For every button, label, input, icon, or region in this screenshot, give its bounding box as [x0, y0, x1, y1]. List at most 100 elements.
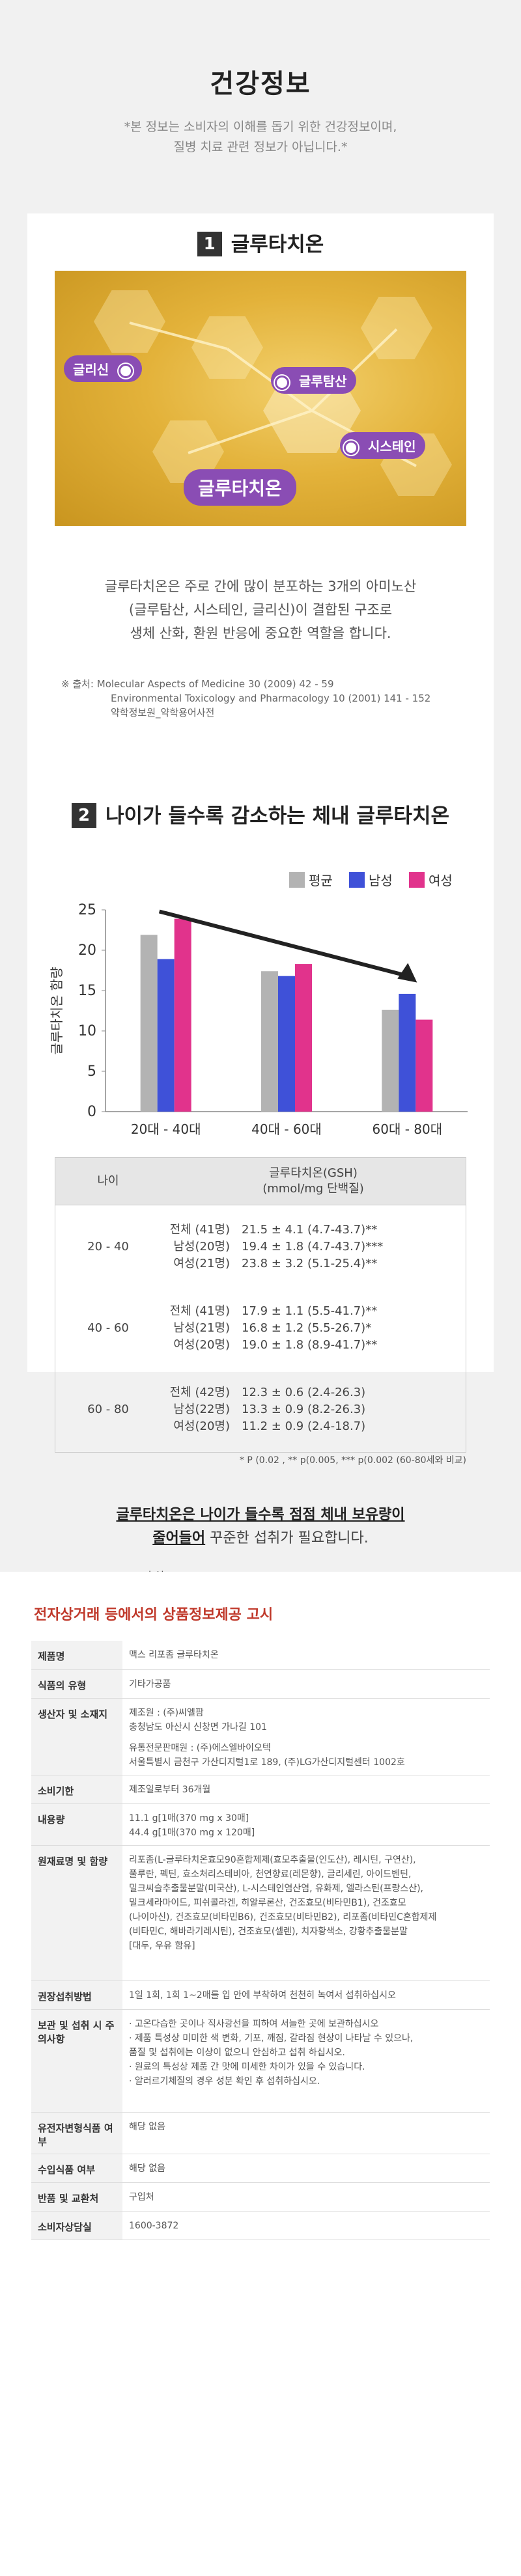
trend-arrow-head — [397, 963, 417, 983]
info-value-line: 44.4 g[1매(370 mg x 120매] — [129, 1827, 255, 1838]
value-line: 여성(21명) 23.8 ± 3.2 (5.1-25.4)** — [173, 1256, 378, 1270]
info-value: 제조일로부터 36개월 — [122, 1775, 490, 1804]
bar — [382, 1009, 399, 1112]
info-key: 생산자 및 소재지 — [31, 1698, 122, 1775]
y-tick-label: 0 — [87, 1104, 96, 1120]
table-row: 수입식품 여부 해당 없음 — [31, 2154, 490, 2183]
info-value-line: (비타민C, 해바라기레시틴), 건조효모(셀렌), 치자황색소, 강황추출물분… — [129, 1926, 408, 1937]
col-age-header: 나이 — [55, 1157, 161, 1205]
dot-icon — [275, 375, 289, 390]
value-line: 남성(20명) 19.4 ± 1.8 (4.7-43.7)*** — [173, 1239, 384, 1254]
info-value-line: 제조원 : (주)씨엘팜 — [129, 1707, 204, 1718]
tag-glycine: 글리신 — [64, 355, 143, 382]
info-value-line: 밀크세라마이드, 피쉬콜라겐, 히알루론산, 건조효모(비타민B1), 건조효모 — [129, 1897, 406, 1908]
info-value-line: 품질 및 섭취에는 이상이 없으니 안심하고 섭취 하십시오. — [129, 2047, 345, 2058]
info-value-line: 유통전문판매원 : (주)에스엘바이오텍 — [129, 1742, 271, 1753]
info-value: 해당 없음 — [122, 2154, 490, 2183]
col-gsh-header: 글루타치온(GSH) (mmol/mg 단백질) — [161, 1157, 466, 1205]
section-number: 1 — [197, 231, 222, 256]
info-key: 보관 및 섭취 시 주의사항 — [31, 2009, 122, 2113]
info-value-line: 밀크씨슬추출물분말(미국산), L-시스테인염산염, 유화제, 엘라스틴(프랑스… — [129, 1883, 424, 1894]
info-value: 기타가공품 — [122, 1669, 490, 1699]
info-value-line: [대두, 우유 함유] — [129, 1940, 195, 1951]
x-tick-label: 40대 - 60대 — [251, 1121, 322, 1137]
trend-arrow-line — [158, 909, 409, 978]
product-info-title: 전자상거래 등에서의 상품정보제공 고시 — [34, 1607, 274, 1623]
info-value-line: 리포좀(L-글루타치온효모90혼합제제(효모추출물(인도산), 레시틴, 구연산… — [129, 1854, 416, 1865]
value-line: 여성(20명) 19.0 ± 1.8 (8.9-41.7)** — [173, 1337, 378, 1352]
y-tick-label: 15 — [78, 983, 96, 999]
info-value-line: 1600-3872 — [129, 2220, 179, 2231]
table-header-row: 나이 글루타치온(GSH) (mmol/mg 단백질) — [55, 1157, 466, 1205]
source-line: Environmental Toxicology and Pharmacolog… — [111, 692, 431, 704]
bar — [278, 976, 295, 1112]
glutathione-molecule-image: 글리신 글루탐산 시스테인 글루타치온 — [55, 271, 466, 526]
info-value-line: 제조일로부터 36개월 — [129, 1784, 211, 1795]
legend-label: 평균 — [309, 873, 333, 888]
section-1-source: ※ 출처: Molecular Aspects of Medicine 30 (… — [61, 677, 430, 720]
col-gsh-line: (mmol/mg 단백질) — [262, 1182, 364, 1196]
source-line: ※ 출처: Molecular Aspects of Medicine 30 (… — [61, 678, 334, 690]
info-value-line: · 제품 특성상 미미한 색 변화, 기포, 깨짐, 갈라짐 현상이 나타날 수… — [129, 2033, 414, 2044]
bar — [415, 1019, 433, 1112]
table-row: 유전자변형식품 여부 해당 없음 — [31, 2112, 490, 2154]
info-value: 1일 1회, 1회 1~2매를 입 안에 부착하여 천천히 녹여서 섭취하십시오 — [122, 1980, 490, 2010]
tag-glutamic-acid: 글루탐산 — [271, 367, 356, 394]
info-key: 식품의 유형 — [31, 1669, 122, 1699]
section-number: 2 — [71, 802, 96, 828]
dot-icon — [119, 363, 134, 378]
table-row: 식품의 유형 기타가공품 — [31, 1669, 490, 1699]
section-1-heading: 1 글루타치온 — [27, 228, 494, 258]
y-tick-label: 25 — [78, 902, 96, 918]
value-line: 전체 (42명) 12.3 ± 0.6 (2.4-26.3) — [169, 1386, 366, 1400]
glutathione-description: 글루타치온은 주로 간에 많이 분포하는 3개의 아미노산 (글루탐산, 시스테… — [27, 575, 494, 645]
bar — [399, 993, 416, 1112]
disclaimer-line: *본 정보는 소비자의 이해를 돕기 위한 건강정보이며, — [124, 120, 397, 134]
values-cell: 전체 (41명) 17.9 ± 1.1 (5.5-41.7)** 남성(21명) 1… — [161, 1289, 466, 1368]
tag-label: 글루탐산 — [298, 374, 347, 389]
info-key: 반품 및 교환처 — [31, 2182, 122, 2212]
tag-cysteine: 시스테인 — [340, 432, 425, 459]
disclaimer-note: *본 정보는 소비자의 이해를 돕기 위한 건강정보이며, 질병 치료 관련 정… — [0, 117, 521, 158]
table-row: 생산자 및 소재지 제조원 : (주)씨엘팜 충청남도 아산시 신창면 가나길 10… — [31, 1698, 490, 1775]
info-key: 수입식품 여부 — [31, 2154, 122, 2183]
age-cell: 40 - 60 — [87, 1321, 129, 1335]
bar — [157, 959, 175, 1112]
info-value-line: 해당 없음 — [129, 2163, 165, 2174]
info-value-line: · 알러르기체질의 경우 성분 확인 후 섭취하십시오. — [129, 2076, 320, 2087]
col-gsh-line: 글루타치온(GSH) — [269, 1166, 358, 1180]
bar — [140, 935, 158, 1112]
table-row: 반품 및 교환처 구입처 — [31, 2182, 490, 2212]
content-card: 1 글루타치온 글리신 — [27, 213, 494, 1582]
section-title: 글루타치온 — [231, 233, 324, 256]
info-value-line: 서울특별시 금천구 가산디지털1로 189, (주)LG가산디지털센터 1002… — [129, 1757, 405, 1768]
info-value-line: 구입처 — [129, 2191, 154, 2202]
table-row: 권장섭취방법 1일 1회, 1회 1~2매를 입 안에 부착하여 천천히 녹여서 … — [31, 1980, 490, 2010]
tag-label: 글루타치온 — [198, 478, 282, 499]
bar — [295, 964, 312, 1112]
info-value-line: 충청남도 아산시 신창면 가나길 101 — [129, 1721, 267, 1733]
table-row: 40 - 60 전체 (41명) 17.9 ± 1.1 (5.5-41.7)** … — [55, 1289, 466, 1368]
y-axis-label: 글루타치온 함량 — [49, 966, 64, 1054]
info-value: 11.1 g[1매(370 mg x 30매] 44.4 g[1매(370 mg … — [122, 1803, 490, 1846]
tag-label: 글리신 — [73, 362, 109, 377]
info-value-line: · 고온다습한 곳이나 직사광선을 피하여 서늘한 곳에 보관하십시오 — [129, 2018, 379, 2029]
page: 건강정보 *본 정보는 소비자의 이해를 돕기 위한 건강정보이며, 질병 치료… — [0, 69, 521, 2576]
table-row: 20 - 40 전체 (41명) 21.5 ± 4.1 (4.7-43.7)** … — [55, 1205, 466, 1289]
values-cell: 전체 (42명) 12.3 ± 0.6 (2.4-26.3) 남성(22명) 13.… — [161, 1368, 466, 1453]
values-cell: 전체 (41명) 21.5 ± 4.1 (4.7-43.7)** 남성(20명) 1… — [161, 1205, 466, 1289]
info-key: 내용량 — [31, 1803, 122, 1846]
legend-label: 남성 — [369, 873, 393, 888]
info-key: 소비기한 — [31, 1775, 122, 1804]
info-value: 구입처 — [122, 2182, 490, 2212]
section-2-heading: 2 나이가 들수록 감소하는 체내 글루타치온 — [27, 799, 494, 830]
gsh-by-age-table: 나이 글루타치온(GSH) (mmol/mg 단백질) 20 - 40 전체 (… — [55, 1157, 466, 1453]
page-title: 건강정보 — [210, 69, 311, 99]
bar — [174, 918, 191, 1112]
info-value-line: 11.1 g[1매(370 mg x 30매] — [129, 1813, 249, 1824]
info-key: 유전자변형식품 여부 — [31, 2112, 122, 2154]
conclusion-text: 글루타치온은 나이가 들수록 점점 체내 보유량이 줄어들어 꾸준한 섭취가 필… — [27, 1503, 494, 1550]
info-key: 소비자상담실 — [31, 2211, 122, 2240]
conclusion-bold: 줄어들어 — [152, 1530, 206, 1546]
